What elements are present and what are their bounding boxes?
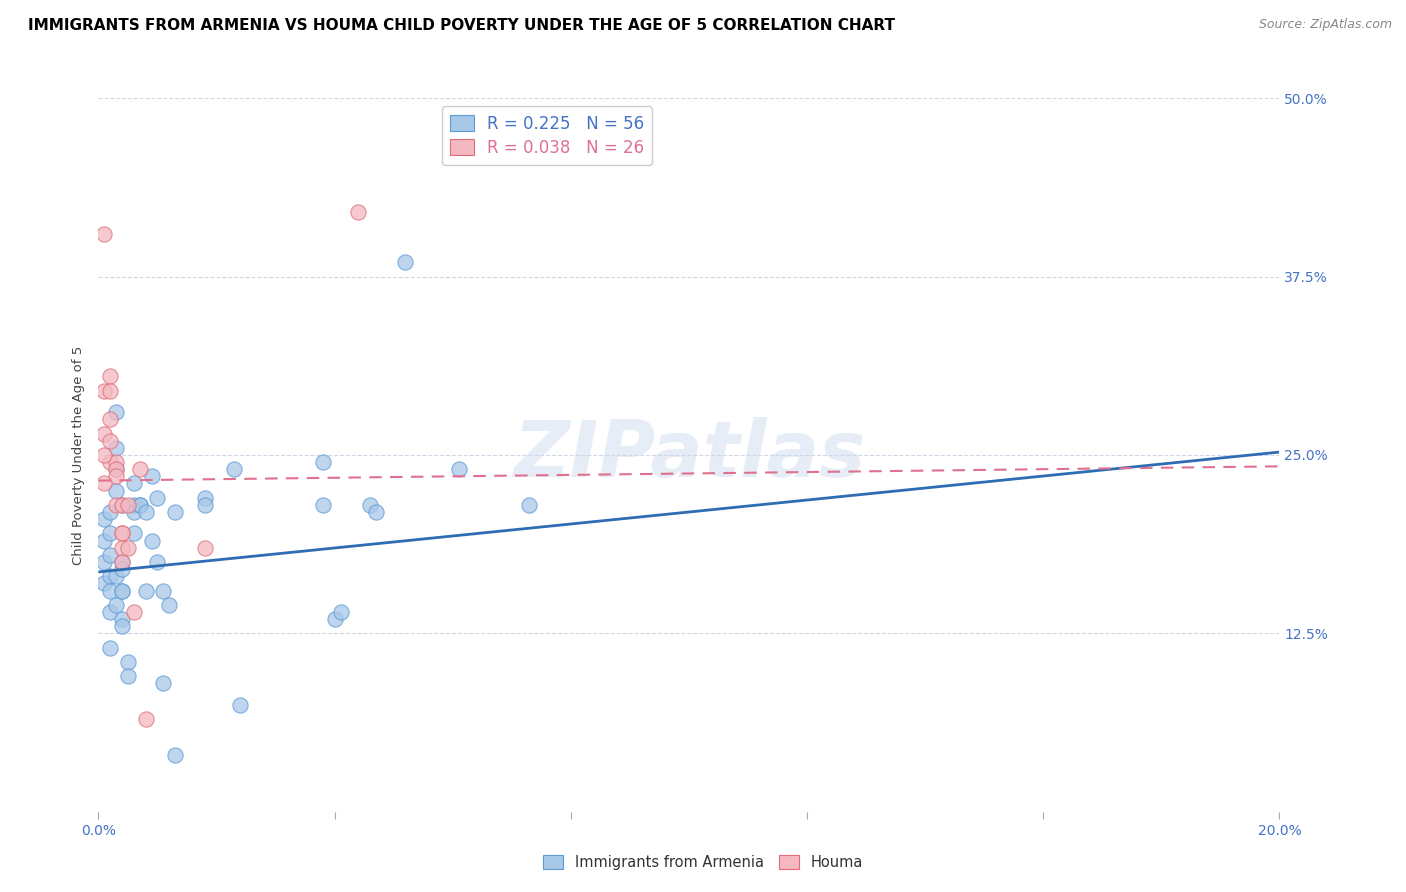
- Point: [105, 469, 128, 483]
- Point: [93, 576, 115, 591]
- Point: [117, 541, 139, 555]
- Point: [111, 583, 134, 598]
- Point: [98, 369, 121, 384]
- Point: [122, 605, 145, 619]
- Point: [141, 469, 163, 483]
- Point: [111, 498, 134, 512]
- Point: [128, 498, 150, 512]
- Point: [105, 455, 128, 469]
- Point: [111, 541, 134, 555]
- Point: [152, 583, 174, 598]
- Point: [98, 505, 121, 519]
- Point: [98, 569, 121, 583]
- Point: [141, 533, 163, 548]
- Point: [312, 455, 335, 469]
- Point: [364, 505, 387, 519]
- Point: [111, 555, 134, 569]
- Legend: Immigrants from Armenia, Houma: Immigrants from Armenia, Houma: [537, 849, 869, 876]
- Point: [111, 562, 134, 576]
- Point: [229, 698, 252, 712]
- Text: Source: ZipAtlas.com: Source: ZipAtlas.com: [1258, 18, 1392, 31]
- Point: [323, 612, 346, 626]
- Point: [98, 412, 121, 426]
- Point: [98, 384, 121, 398]
- Point: [122, 526, 145, 541]
- Point: [98, 455, 121, 469]
- Point: [152, 676, 174, 690]
- Point: [98, 434, 121, 448]
- Point: [105, 441, 128, 455]
- Point: [105, 462, 128, 476]
- Point: [122, 476, 145, 491]
- Point: [165, 747, 187, 762]
- Point: [93, 448, 115, 462]
- Point: [165, 505, 187, 519]
- Point: [111, 526, 134, 541]
- Point: [135, 505, 157, 519]
- Point: [105, 598, 128, 612]
- Point: [394, 255, 416, 269]
- Point: [105, 483, 128, 498]
- Point: [194, 491, 217, 505]
- Point: [105, 569, 128, 583]
- Point: [157, 598, 180, 612]
- Point: [111, 526, 134, 541]
- Point: [98, 583, 121, 598]
- Text: ZIPatlas: ZIPatlas: [513, 417, 865, 493]
- Point: [117, 655, 139, 669]
- Point: [117, 498, 139, 512]
- Point: [117, 669, 139, 683]
- Point: [105, 498, 128, 512]
- Point: [93, 384, 115, 398]
- Point: [519, 498, 541, 512]
- Point: [98, 548, 121, 562]
- Point: [146, 555, 169, 569]
- Point: [347, 205, 370, 219]
- Y-axis label: Child Poverty Under the Age of 5: Child Poverty Under the Age of 5: [72, 345, 86, 565]
- Point: [224, 462, 246, 476]
- Point: [111, 555, 134, 569]
- Point: [122, 505, 145, 519]
- Legend: R = 0.225   N = 56, R = 0.038   N = 26: R = 0.225 N = 56, R = 0.038 N = 26: [441, 106, 652, 165]
- Point: [312, 498, 335, 512]
- Point: [128, 498, 150, 512]
- Point: [98, 640, 121, 655]
- Point: [98, 526, 121, 541]
- Point: [98, 605, 121, 619]
- Point: [93, 555, 115, 569]
- Point: [93, 533, 115, 548]
- Point: [111, 583, 134, 598]
- Point: [111, 612, 134, 626]
- Point: [329, 605, 352, 619]
- Text: IMMIGRANTS FROM ARMENIA VS HOUMA CHILD POVERTY UNDER THE AGE OF 5 CORRELATION CH: IMMIGRANTS FROM ARMENIA VS HOUMA CHILD P…: [28, 18, 896, 33]
- Point: [447, 462, 470, 476]
- Point: [135, 712, 157, 726]
- Point: [93, 426, 115, 441]
- Point: [194, 498, 217, 512]
- Point: [111, 498, 134, 512]
- Point: [146, 491, 169, 505]
- Point: [128, 462, 150, 476]
- Point: [194, 541, 217, 555]
- Point: [93, 227, 115, 241]
- Point: [93, 476, 115, 491]
- Point: [359, 498, 381, 512]
- Point: [105, 405, 128, 419]
- Point: [135, 583, 157, 598]
- Point: [122, 498, 145, 512]
- Point: [93, 512, 115, 526]
- Point: [111, 619, 134, 633]
- Point: [105, 462, 128, 476]
